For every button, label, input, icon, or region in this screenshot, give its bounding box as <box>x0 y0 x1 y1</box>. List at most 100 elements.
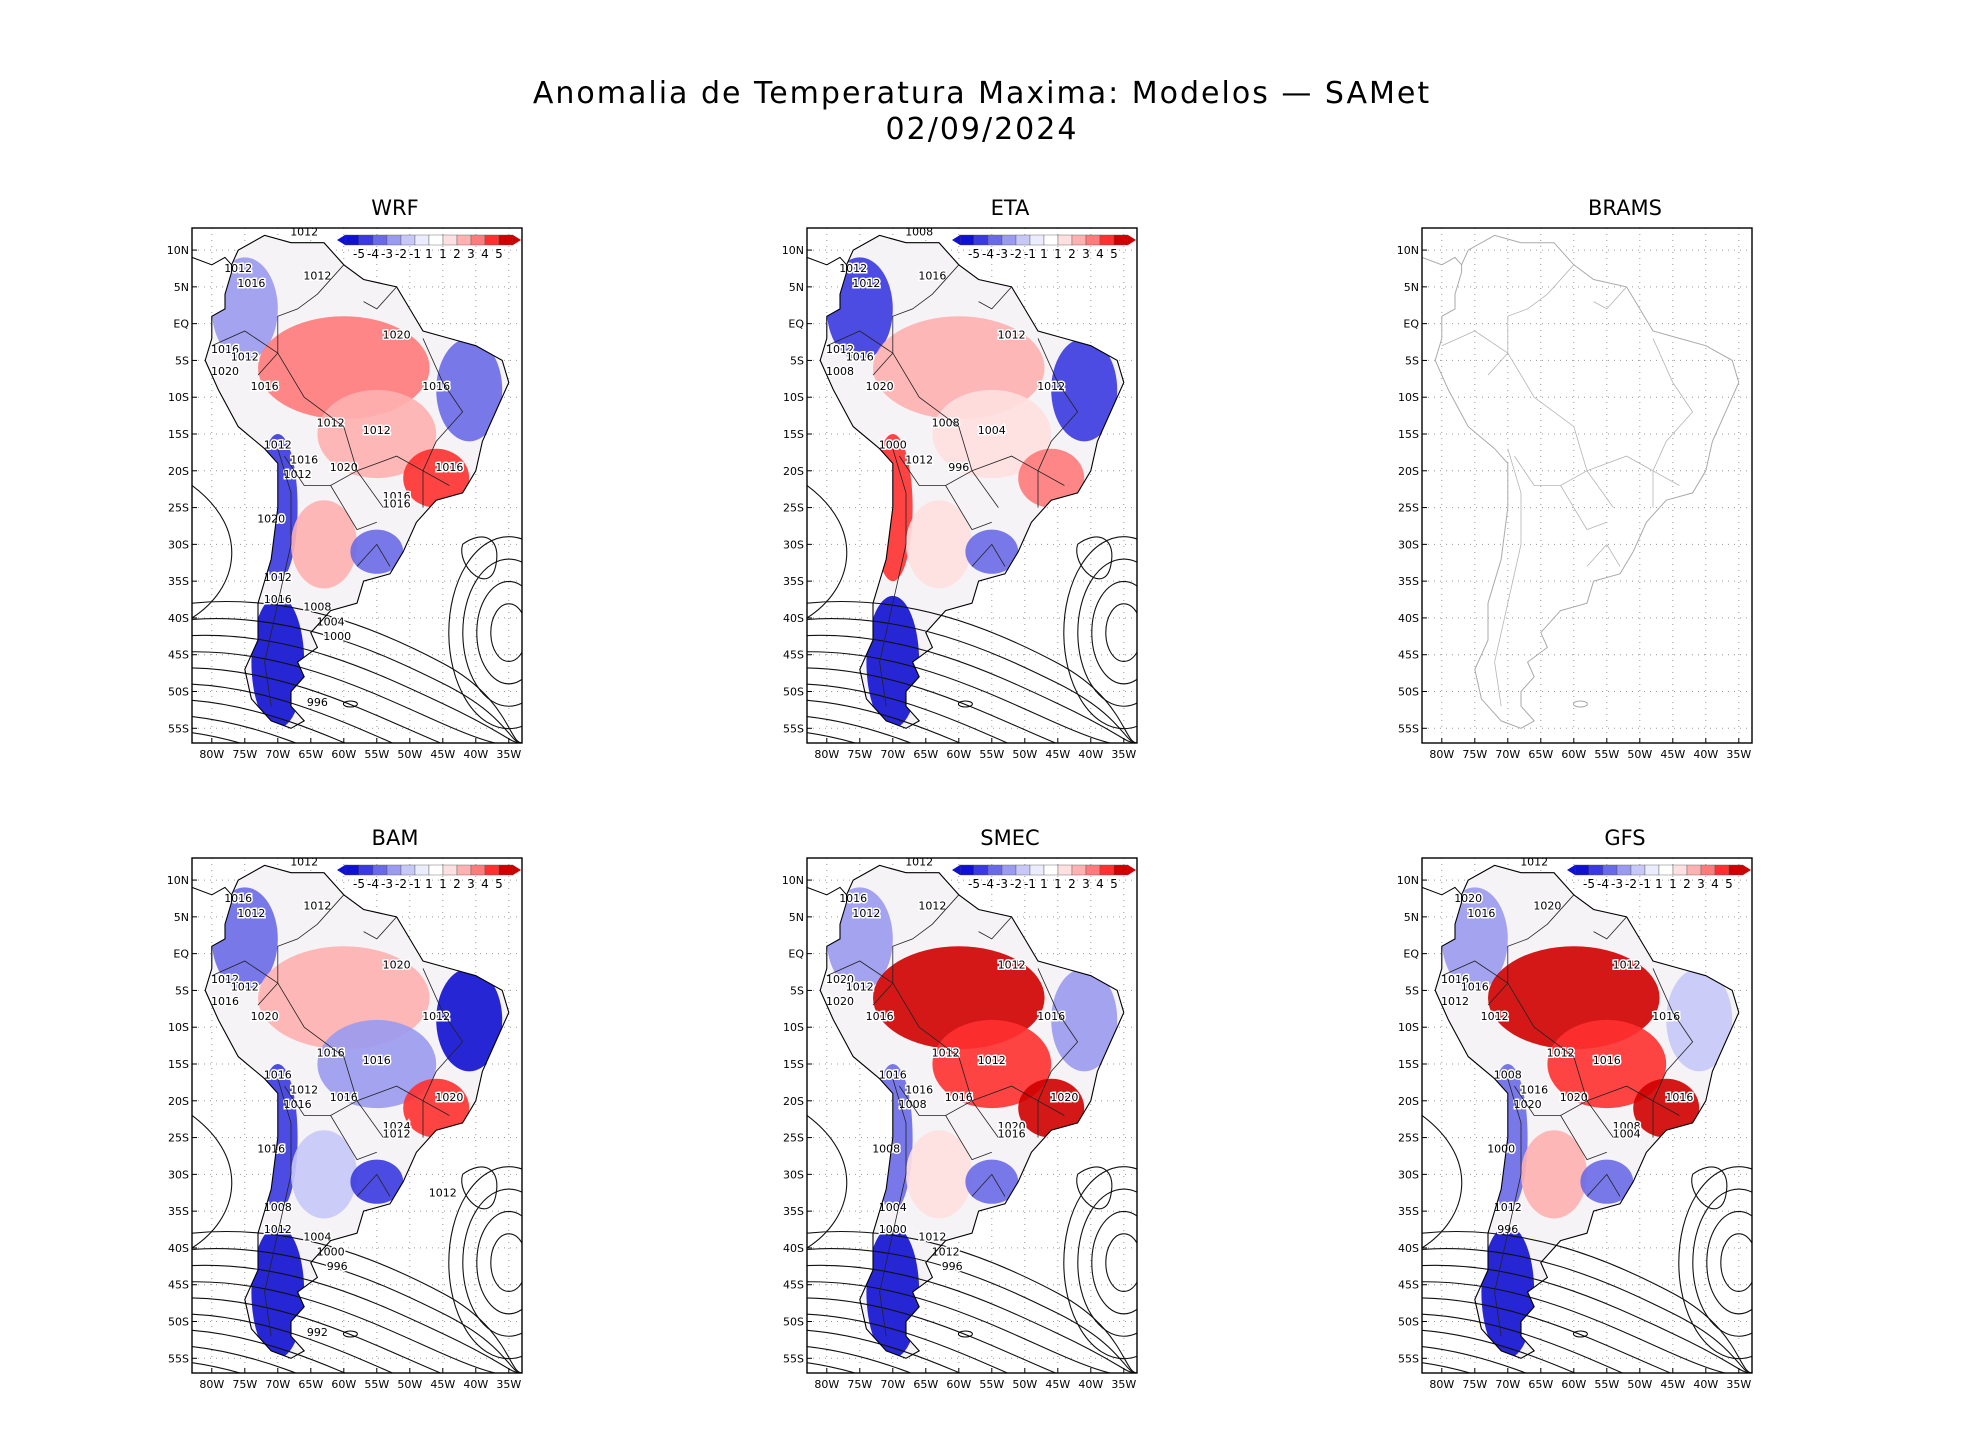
isobar-line <box>1422 1281 1752 1373</box>
lon-label: 35W <box>1111 1378 1136 1391</box>
isobar-label: 1012 <box>978 1054 1006 1067</box>
lat-label: 15S <box>783 428 804 441</box>
isobar-label: 1012 <box>932 1047 960 1060</box>
isobar-label: 1012 <box>290 1083 318 1096</box>
colorbar-swatch <box>959 234 975 246</box>
lat-label: 10S <box>783 1021 804 1034</box>
colorbar-label: 4 <box>1096 877 1104 891</box>
isobar-line <box>192 1248 522 1373</box>
isobar-line <box>192 618 522 743</box>
lon-label: 45W <box>430 748 455 761</box>
country-border <box>892 982 999 1138</box>
isobar-label: 1012 <box>918 1231 946 1244</box>
lon-label: 35W <box>1726 748 1751 761</box>
lat-label: 10N <box>1397 244 1419 257</box>
isobar-line <box>1691 1166 1728 1210</box>
anomaly-blob-argentina <box>291 1130 357 1219</box>
colorbar-label: -3 <box>1611 877 1623 891</box>
lat-label: 20S <box>168 465 189 478</box>
country-border <box>978 916 1012 940</box>
colorbar-label: -3 <box>381 877 393 891</box>
panel-title: GFS <box>1604 826 1646 850</box>
lat-label: 10S <box>1398 391 1419 404</box>
country-border <box>1560 485 1607 531</box>
isobar-label: 1020 <box>1560 1091 1588 1104</box>
lon-label: 80W <box>199 1378 224 1391</box>
colorbar-label: -4 <box>367 247 379 261</box>
colorbar-swatch <box>1113 234 1129 246</box>
falkland-islands <box>1572 700 1588 708</box>
lon-label: 75W <box>1462 1378 1487 1391</box>
lat-label: 50S <box>1398 686 1419 699</box>
isobar-label: 1016 <box>1665 1091 1693 1104</box>
lat-label: 55S <box>783 1352 804 1365</box>
isobar-label: 1004 <box>879 1201 907 1214</box>
colorbar-swatch <box>1085 234 1101 246</box>
high-pressure-ring <box>476 1210 522 1315</box>
lon-label: 50W <box>397 748 422 761</box>
isobar-label: 1020 <box>826 973 854 986</box>
lat-label: 50S <box>168 1316 189 1329</box>
colorbar-arrow-low <box>952 865 960 875</box>
isobar-line <box>1076 536 1113 580</box>
isobar-label: 1012 <box>429 1186 457 1199</box>
isobar-label: 1016 <box>435 461 463 474</box>
isobar-label: 1016 <box>224 892 252 905</box>
isobar-label: 1016 <box>1520 1083 1548 1096</box>
colorbar-label: -1 <box>1024 877 1036 891</box>
isobar-line <box>1422 1264 1752 1373</box>
lon-label: 60W <box>331 1378 356 1391</box>
lat-label: 45S <box>783 1279 804 1292</box>
lon-label: 55W <box>1594 1378 1619 1391</box>
lat-label: 5N <box>789 281 804 294</box>
lat-label: 15S <box>783 1058 804 1071</box>
isobar-label: 1012 <box>303 900 331 913</box>
lat-label: 35S <box>1398 575 1419 588</box>
colorbar-swatch <box>1113 864 1129 876</box>
isobar-line <box>1422 1329 1752 1373</box>
colorbar-label: -5 <box>1583 877 1595 891</box>
country-border <box>879 448 907 707</box>
lat-label: 30S <box>168 538 189 551</box>
lon-label: 65W <box>913 748 938 761</box>
lat-label: 55S <box>168 722 189 735</box>
colorbar-arrow-high <box>513 865 521 875</box>
lon-label: 60W <box>946 1378 971 1391</box>
country-border <box>363 916 397 940</box>
falkland-islands <box>342 700 358 708</box>
coastline <box>204 864 510 1359</box>
isobar-label: 1008 <box>932 417 960 430</box>
lat-label: 40S <box>168 1242 189 1255</box>
colorbar-swatch <box>1728 864 1744 876</box>
isobar-label: 1020 <box>251 1010 279 1023</box>
isobar-line <box>192 600 522 743</box>
isobar-label: 1000 <box>879 439 907 452</box>
colorbar-label: -5 <box>968 247 980 261</box>
colorbar: -5 -4 -3 -2 -1 1 1 2 3 4 5 <box>337 864 521 891</box>
country-border <box>1560 1115 1607 1161</box>
falkland-islands <box>957 1330 973 1338</box>
colorbar-label: 5 <box>495 247 503 261</box>
isobar-label: 1016 <box>290 453 318 466</box>
colorbar-swatch <box>456 234 472 246</box>
coastline <box>819 234 1125 729</box>
isobars <box>192 1115 522 1373</box>
lat-label: 25S <box>783 1132 804 1145</box>
isobar-label: 1016 <box>1441 973 1469 986</box>
colorbar-label: 3 <box>467 247 475 261</box>
lat-label: 30S <box>783 1168 804 1181</box>
country-border <box>264 1078 292 1337</box>
isobar-label: 996 <box>1497 1223 1518 1236</box>
isobar-line <box>1422 1248 1752 1373</box>
lon-label: 70W <box>265 748 290 761</box>
colorbar-swatch <box>1057 864 1073 876</box>
colorbar: -5 -4 -3 -2 -1 1 1 2 3 4 5 <box>1567 864 1751 891</box>
country-border <box>1514 1085 1588 1116</box>
falkland-islands <box>1572 1330 1588 1338</box>
isobar-label: 996 <box>327 1260 348 1273</box>
lon-label: 80W <box>814 748 839 761</box>
colorbar-label: 1 <box>1040 247 1048 261</box>
colorbar-swatch <box>1029 864 1045 876</box>
colorbar-label: -2 <box>1625 877 1637 891</box>
